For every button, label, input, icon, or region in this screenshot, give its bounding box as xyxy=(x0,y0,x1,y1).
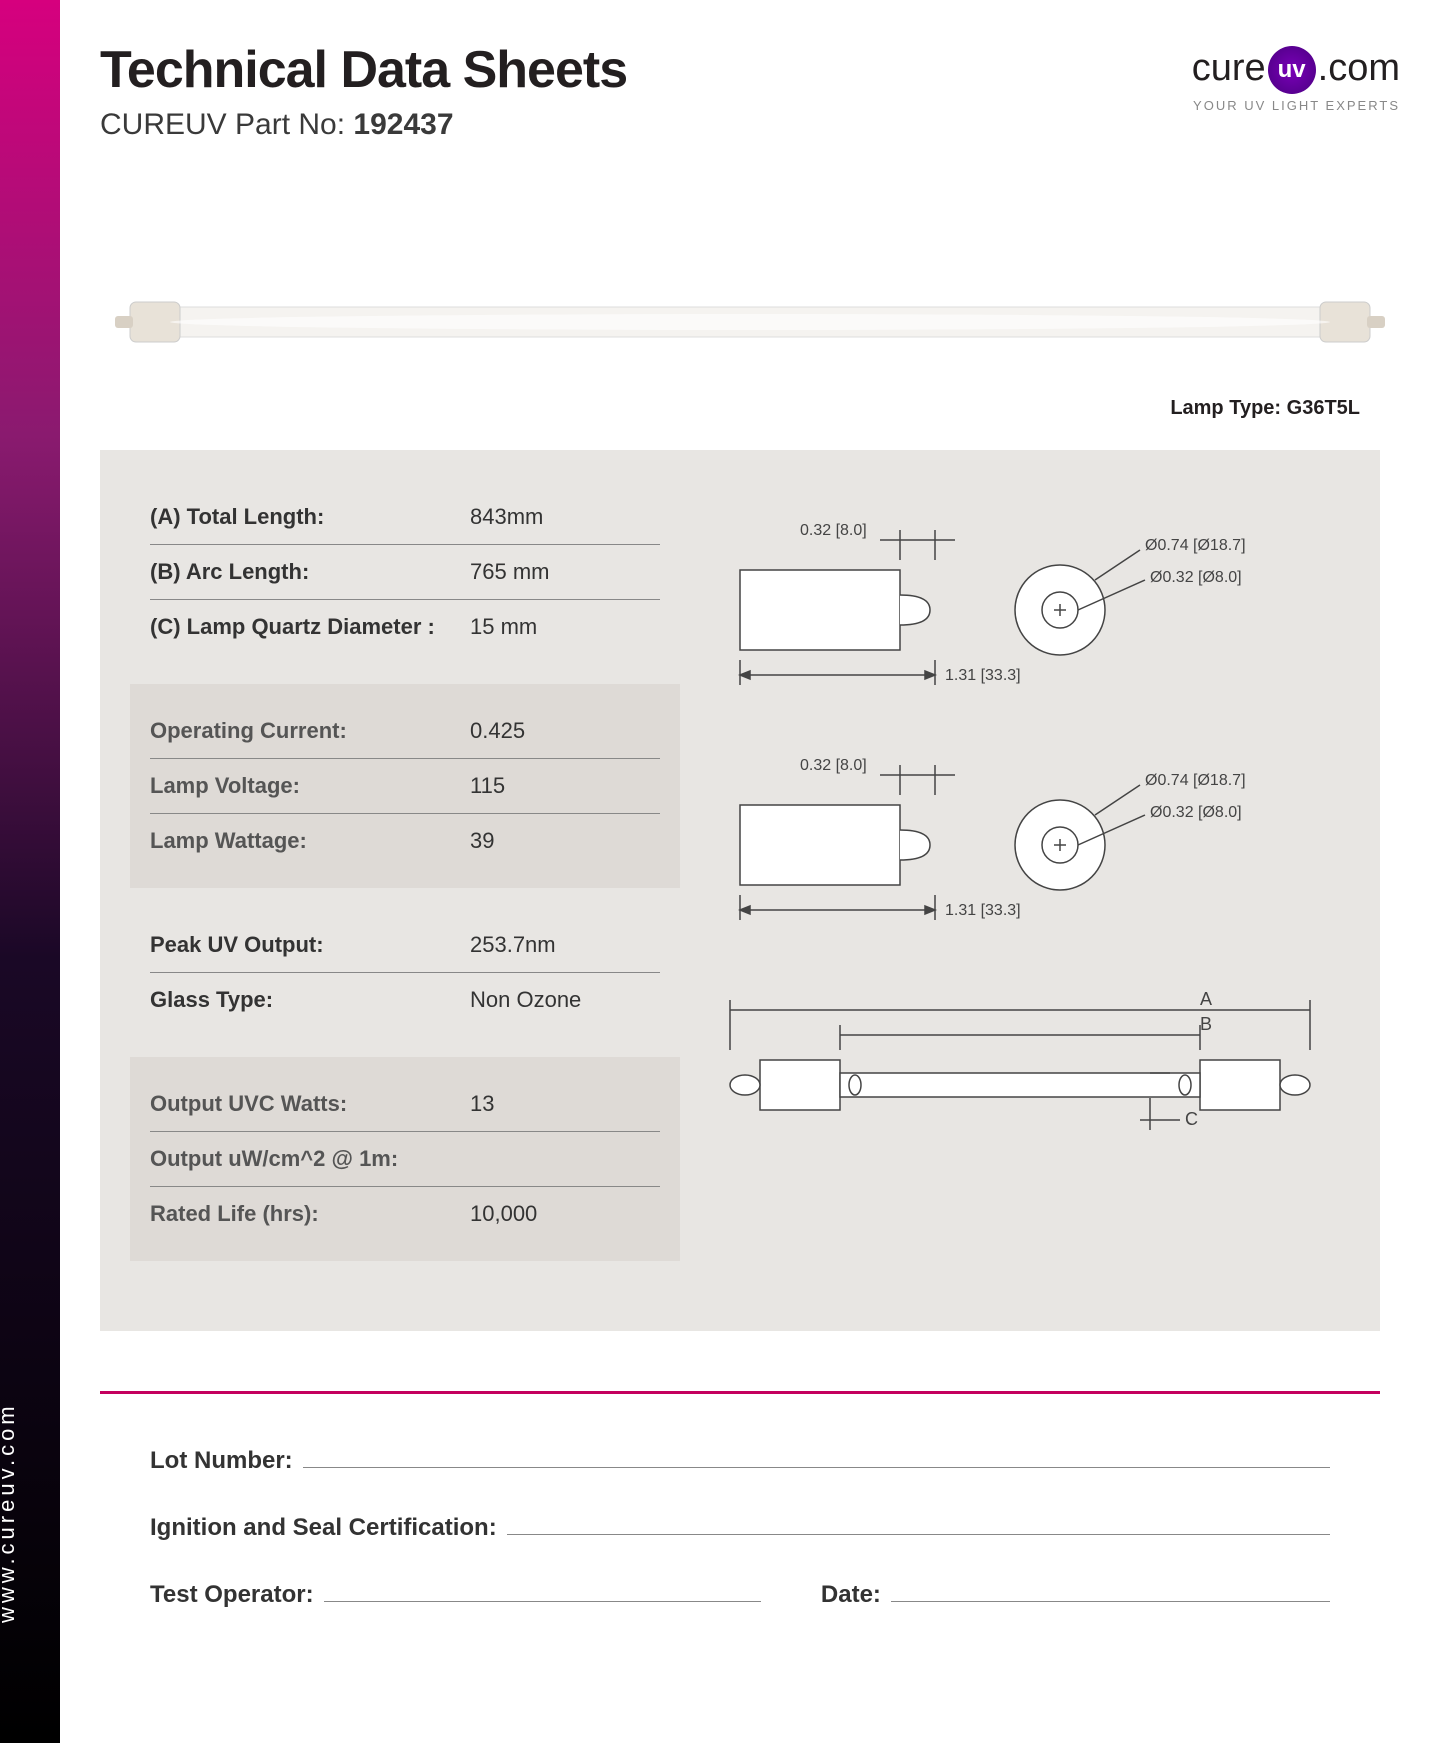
svg-text:Ø0.32 [Ø8.0]: Ø0.32 [Ø8.0] xyxy=(1150,804,1242,821)
svg-text:Ø0.32 [Ø8.0]: Ø0.32 [Ø8.0] xyxy=(1150,569,1242,586)
spec-group-output: Output UVC Watts: 13 Output uW/cm^2 @ 1m… xyxy=(130,1057,680,1261)
spec-value: 10,000 xyxy=(470,1201,537,1227)
form-row-operator-date: Test Operator: Date: xyxy=(150,1578,1330,1609)
lot-label: Lot Number: xyxy=(150,1447,293,1475)
spec-value: 39 xyxy=(470,828,494,854)
end-cap-diagram-1: 0.32 [8.0] 1.31 [33.3] xyxy=(700,510,1320,695)
lamp-type-line: Lamp Type: G36T5L xyxy=(100,397,1360,420)
spec-label: Lamp Wattage: xyxy=(150,828,470,854)
specs-box: (A) Total Length: 843mm (B) Arc Length: … xyxy=(100,450,1380,1331)
date-label: Date: xyxy=(821,1581,881,1609)
lamp-type-value: G36T5L xyxy=(1287,397,1360,419)
svg-text:0.32 [8.0]: 0.32 [8.0] xyxy=(800,757,867,774)
specs-right: 0.32 [8.0] 1.31 [33.3] xyxy=(700,490,1320,1291)
lamp-length-diagram: A B C xyxy=(700,980,1320,1155)
logo-tagline: YOUR UV LIGHT EXPERTS xyxy=(1192,98,1400,113)
spec-label: Glass Type: xyxy=(150,987,470,1013)
content-area: Technical Data Sheets CUREUV Part No: 19… xyxy=(100,0,1400,1645)
lamp-photo xyxy=(100,272,1400,377)
svg-text:C: C xyxy=(1185,1109,1198,1129)
lamp-photo-svg xyxy=(100,272,1400,372)
form-row-cert: Ignition and Seal Certification: xyxy=(150,1511,1330,1542)
cert-label: Ignition and Seal Certification: xyxy=(150,1514,497,1542)
spec-value: 115 xyxy=(470,773,505,799)
operator-label: Test Operator: xyxy=(150,1581,314,1609)
end-cap-diagram-2: 0.32 [8.0] 1.31 [33.3] xyxy=(700,745,1320,930)
part-number-line: CUREUV Part No: 192437 xyxy=(100,108,627,142)
operator-line xyxy=(324,1578,761,1602)
spec-group-uv: Peak UV Output: 253.7nm Glass Type: Non … xyxy=(150,918,660,1027)
spec-row: Operating Current: 0.425 xyxy=(150,704,660,759)
date-line xyxy=(891,1578,1330,1602)
logo-text: cureuv.com xyxy=(1192,46,1400,94)
part-number: 192437 xyxy=(353,108,453,141)
spec-row: Lamp Voltage: 115 xyxy=(150,759,660,814)
spec-row: (C) Lamp Quartz Diameter : 15 mm xyxy=(150,600,660,654)
spec-row: Output UVC Watts: 13 xyxy=(150,1077,660,1132)
svg-text:1.31 [33.3]: 1.31 [33.3] xyxy=(945,902,1021,919)
spec-label: (A) Total Length: xyxy=(150,504,470,530)
svg-text:Ø0.74 [Ø18.7]: Ø0.74 [Ø18.7] xyxy=(1145,772,1246,789)
spec-row: Output uW/cm^2 @ 1m: xyxy=(150,1132,660,1187)
form-row-lot: Lot Number: xyxy=(150,1444,1330,1475)
logo-block: cureuv.com YOUR UV LIGHT EXPERTS xyxy=(1192,40,1400,113)
spec-group-electrical: Operating Current: 0.425 Lamp Voltage: 1… xyxy=(130,684,680,888)
form-fields: Lot Number: Ignition and Seal Certificat… xyxy=(100,1444,1330,1609)
spec-value: 253.7nm xyxy=(470,932,556,958)
spec-row: Glass Type: Non Ozone xyxy=(150,973,660,1027)
spec-value: 15 mm xyxy=(470,614,537,640)
spec-value: Non Ozone xyxy=(470,987,581,1013)
logo-post: .com xyxy=(1318,47,1400,89)
header: Technical Data Sheets CUREUV Part No: 19… xyxy=(100,0,1400,142)
spec-value: 0.425 xyxy=(470,718,525,744)
spec-label: Operating Current: xyxy=(150,718,470,744)
logo-pre: cure xyxy=(1192,47,1266,89)
spec-row: Rated Life (hrs): 10,000 xyxy=(150,1187,660,1241)
spec-value: 765 mm xyxy=(470,559,549,585)
section-divider xyxy=(100,1391,1380,1394)
svg-text:0.32 [8.0]: 0.32 [8.0] xyxy=(800,522,867,539)
specs-left: (A) Total Length: 843mm (B) Arc Length: … xyxy=(100,490,660,1291)
cert-line xyxy=(507,1511,1330,1535)
spec-label: Output uW/cm^2 @ 1m: xyxy=(150,1146,470,1172)
spec-row: Peak UV Output: 253.7nm xyxy=(150,918,660,973)
lamp-type-label: Lamp Type: xyxy=(1170,397,1281,419)
svg-text:B: B xyxy=(1200,1014,1212,1034)
spec-label: (C) Lamp Quartz Diameter : xyxy=(150,614,470,640)
svg-text:A: A xyxy=(1200,989,1212,1009)
side-url: www.cureuv.com xyxy=(0,1402,20,1623)
svg-text:Ø0.74 [Ø18.7]: Ø0.74 [Ø18.7] xyxy=(1145,537,1246,554)
spec-label: Peak UV Output: xyxy=(150,932,470,958)
spec-value: 13 xyxy=(470,1091,494,1117)
part-prefix: CUREUV Part No: xyxy=(100,108,345,141)
spec-label: Rated Life (hrs): xyxy=(150,1201,470,1227)
spec-label: (B) Arc Length: xyxy=(150,559,470,585)
spec-label: Lamp Voltage: xyxy=(150,773,470,799)
logo-uv-icon: uv xyxy=(1268,46,1316,94)
svg-text:1.31 [33.3]: 1.31 [33.3] xyxy=(945,667,1021,684)
spec-group-dimensions: (A) Total Length: 843mm (B) Arc Length: … xyxy=(150,490,660,654)
title-block: Technical Data Sheets CUREUV Part No: 19… xyxy=(100,40,627,142)
spec-row: (B) Arc Length: 765 mm xyxy=(150,545,660,600)
specs-inner: (A) Total Length: 843mm (B) Arc Length: … xyxy=(100,490,1380,1291)
spec-value: 843mm xyxy=(470,504,543,530)
spec-row: Lamp Wattage: 39 xyxy=(150,814,660,868)
spec-row: (A) Total Length: 843mm xyxy=(150,490,660,545)
page-title: Technical Data Sheets xyxy=(100,40,627,100)
lot-line xyxy=(303,1444,1330,1468)
spec-label: Output UVC Watts: xyxy=(150,1091,470,1117)
